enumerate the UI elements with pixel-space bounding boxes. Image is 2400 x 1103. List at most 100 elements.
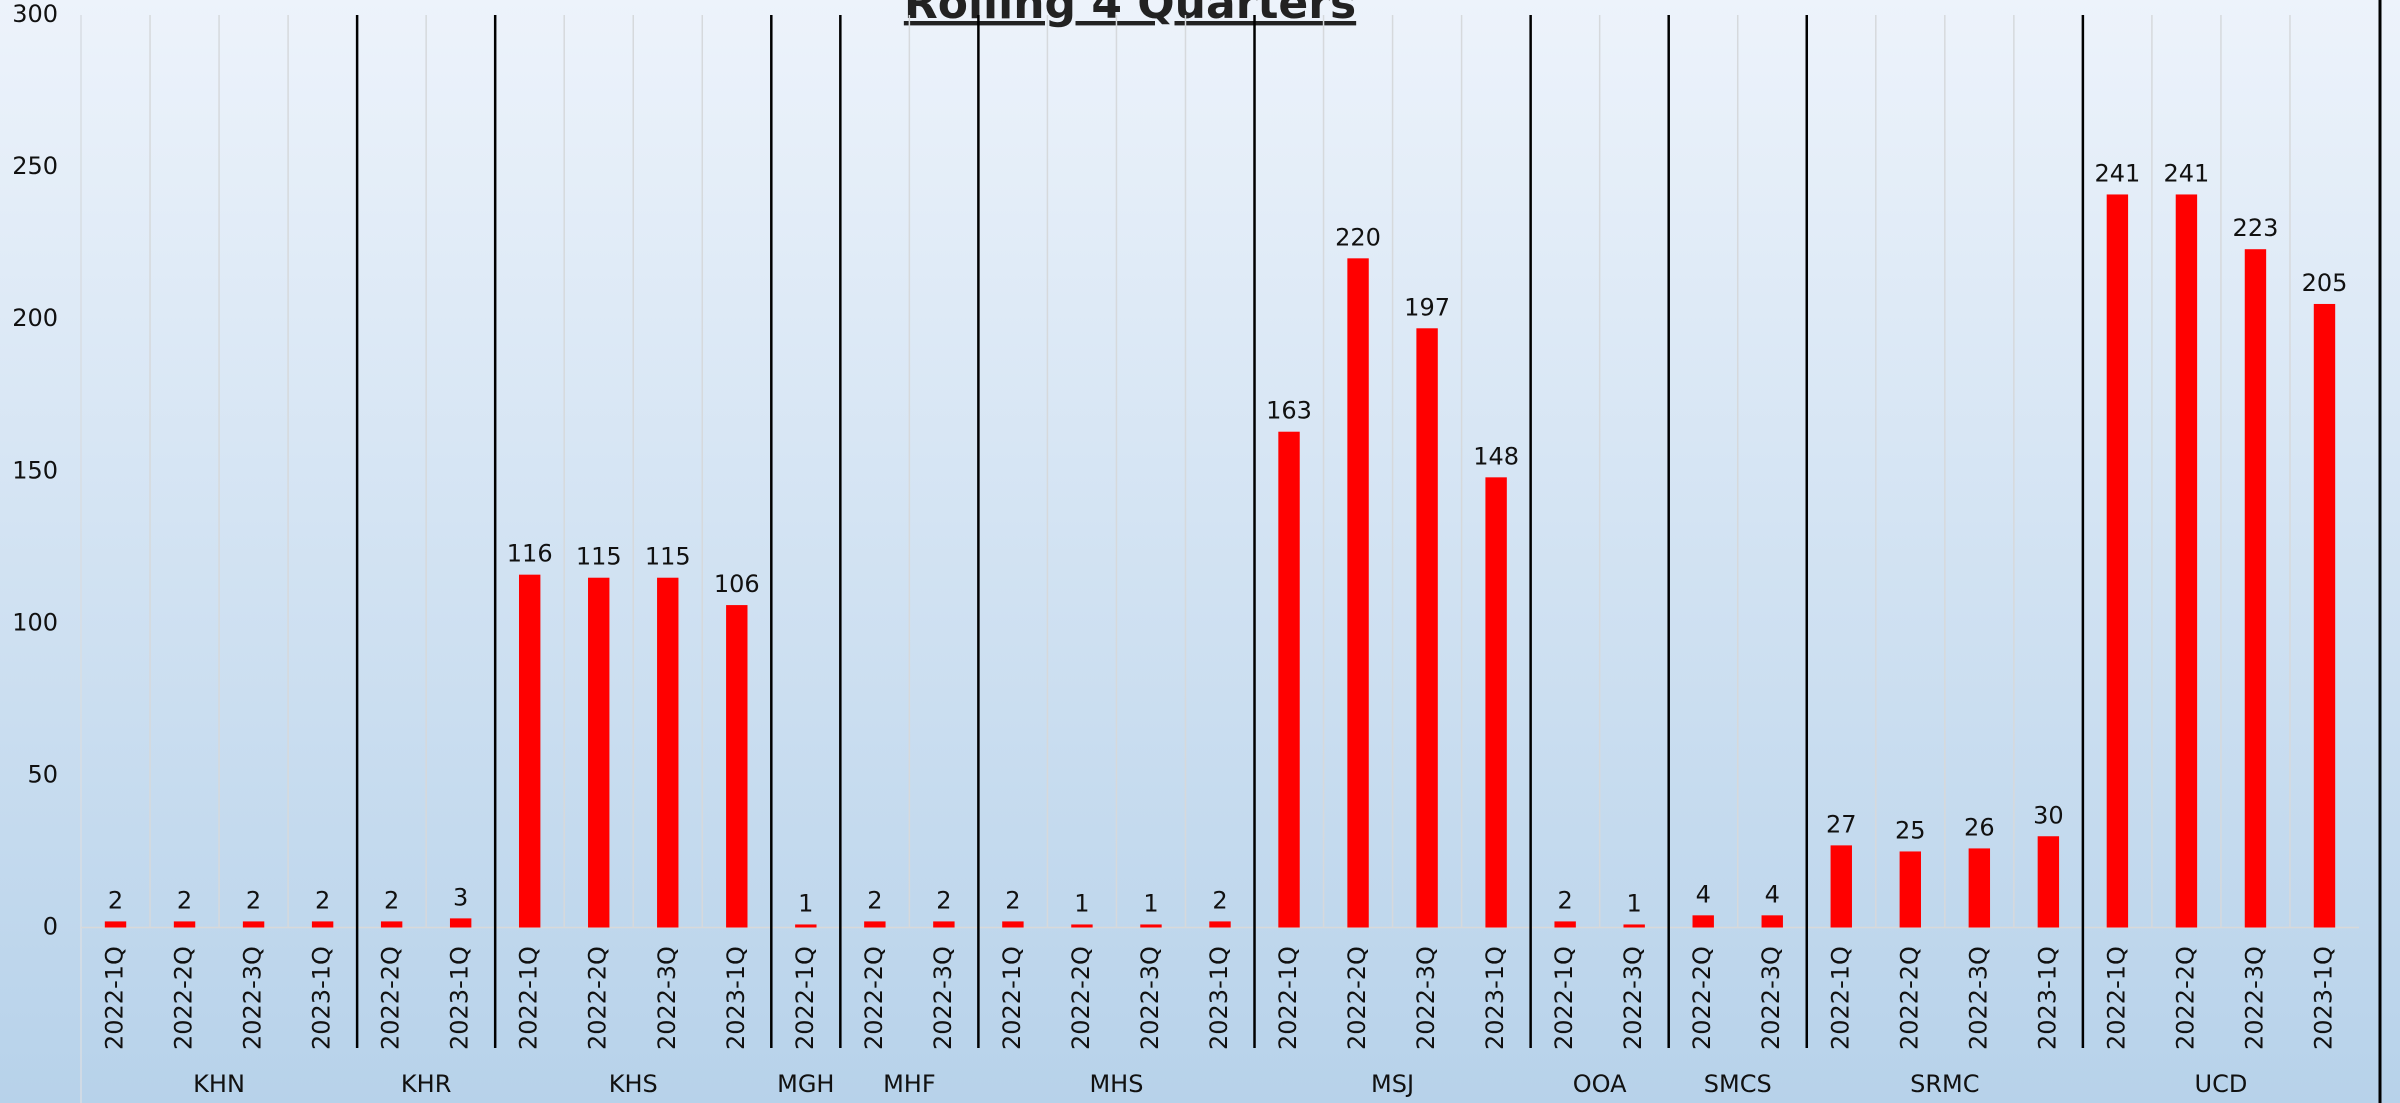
value-label: 220 — [1335, 223, 1381, 251]
bar — [1623, 924, 1645, 928]
bar — [2175, 194, 2198, 928]
x-tick-label: 2022-3Q — [1136, 946, 1164, 1050]
value-label: 2 — [246, 886, 261, 914]
value-label: 1 — [1074, 889, 1089, 917]
group-label: UCD — [2195, 1070, 2248, 1098]
x-tick-label: 2022-1Q — [1274, 946, 1302, 1050]
value-label: 2 — [108, 886, 123, 914]
x-tick-label: 2022-2Q — [1895, 946, 1923, 1050]
value-label: 205 — [2302, 269, 2348, 297]
bar — [1347, 258, 1369, 928]
value-label: 241 — [2094, 159, 2140, 187]
bar — [1830, 845, 1852, 928]
bar — [657, 577, 679, 928]
bar — [2106, 194, 2129, 928]
bar — [795, 924, 817, 928]
x-tick-label: 2022-2Q — [1688, 946, 1716, 1050]
x-tick-label: 2022-1Q — [515, 946, 543, 1050]
group-label: KHR — [401, 1070, 451, 1098]
value-label: 241 — [2164, 159, 2210, 187]
group-label: MGH — [777, 1070, 834, 1098]
group-label: SRMC — [1910, 1070, 1979, 1098]
value-label: 2 — [936, 886, 951, 914]
value-label: 2 — [177, 886, 192, 914]
x-tick-label: 2022-3Q — [929, 946, 957, 1050]
x-tick-label: 2022-3Q — [1964, 946, 1992, 1050]
value-label: 27 — [1826, 810, 1857, 838]
bar — [518, 574, 541, 928]
value-label: 2 — [315, 886, 330, 914]
y-tick-label: 200 — [12, 304, 58, 332]
x-tick-label: 2022-3Q — [2240, 946, 2268, 1050]
x-tick-label: 2022-3Q — [653, 946, 681, 1050]
value-label: 30 — [2033, 801, 2064, 829]
bar — [1002, 921, 1024, 928]
value-label: 1 — [798, 889, 813, 917]
y-tick-label: 300 — [12, 0, 58, 28]
bar — [1209, 921, 1231, 928]
bar — [242, 921, 265, 928]
value-label: 115 — [576, 543, 622, 571]
value-label: 1 — [1143, 889, 1158, 917]
bar — [2313, 303, 2336, 928]
x-tick-label: 2022-1Q — [1550, 946, 1578, 1050]
y-tick-label: 250 — [12, 152, 58, 180]
value-label: 2 — [1558, 886, 1573, 914]
value-label: 2 — [384, 886, 399, 914]
x-tick-label: 2023-1Q — [2309, 946, 2337, 1050]
x-tick-label: 2022-1Q — [2102, 946, 2130, 1050]
value-label: 1 — [1627, 889, 1642, 917]
bar — [2037, 836, 2060, 928]
x-tick-label: 2023-1Q — [2033, 946, 2061, 1050]
group-label: SMCS — [1704, 1070, 1772, 1098]
x-tick-label: 2022-2Q — [584, 946, 612, 1050]
bar — [933, 921, 955, 928]
bar — [1761, 915, 1783, 928]
bar — [1899, 851, 1922, 928]
x-tick-label: 2023-1Q — [446, 946, 474, 1050]
group-label: MSJ — [1371, 1070, 1414, 1098]
bar — [1485, 477, 1507, 928]
bar — [173, 921, 196, 928]
value-label: 2 — [1005, 886, 1020, 914]
x-tick-label: 2022-2Q — [1343, 946, 1371, 1050]
x-tick-label: 2022-2Q — [1067, 946, 1095, 1050]
y-tick-label: 50 — [27, 760, 58, 788]
x-tick-label: 2022-3Q — [1412, 946, 1440, 1050]
value-label: 2 — [867, 886, 882, 914]
y-tick-label: 0 — [43, 913, 58, 941]
bar — [1278, 431, 1300, 928]
y-tick-label: 150 — [12, 456, 58, 484]
x-tick-label: 2022-1Q — [101, 946, 129, 1050]
bar — [1554, 921, 1576, 928]
bar — [2244, 249, 2267, 928]
bar — [449, 918, 472, 928]
bar — [726, 605, 748, 928]
value-label: 3 — [453, 883, 468, 911]
x-tick-label: 2022-1Q — [1826, 946, 1854, 1050]
x-tick-label: 2022-3Q — [1757, 946, 1785, 1050]
x-tick-label: 2022-2Q — [377, 946, 405, 1050]
x-tick-label: 2022-1Q — [998, 946, 1026, 1050]
bar — [588, 577, 610, 928]
group-label: OOA — [1573, 1070, 1627, 1098]
y-tick-label: 100 — [12, 608, 58, 636]
x-tick-label: 2022-3Q — [239, 946, 267, 1050]
x-tick-label: 2022-1Q — [791, 946, 819, 1050]
group-label: KHS — [609, 1070, 658, 1098]
value-label: 4 — [1696, 880, 1711, 908]
value-label: 26 — [1964, 813, 1995, 841]
value-label: 25 — [1895, 816, 1926, 844]
value-label: 223 — [2233, 214, 2279, 242]
bar — [864, 921, 886, 928]
bar — [104, 921, 127, 928]
value-label: 148 — [1473, 442, 1519, 470]
value-label: 163 — [1266, 397, 1312, 425]
value-label: 197 — [1404, 293, 1450, 321]
x-tick-label: 2022-2Q — [170, 946, 198, 1050]
bar — [380, 921, 403, 928]
value-label: 116 — [507, 540, 553, 568]
